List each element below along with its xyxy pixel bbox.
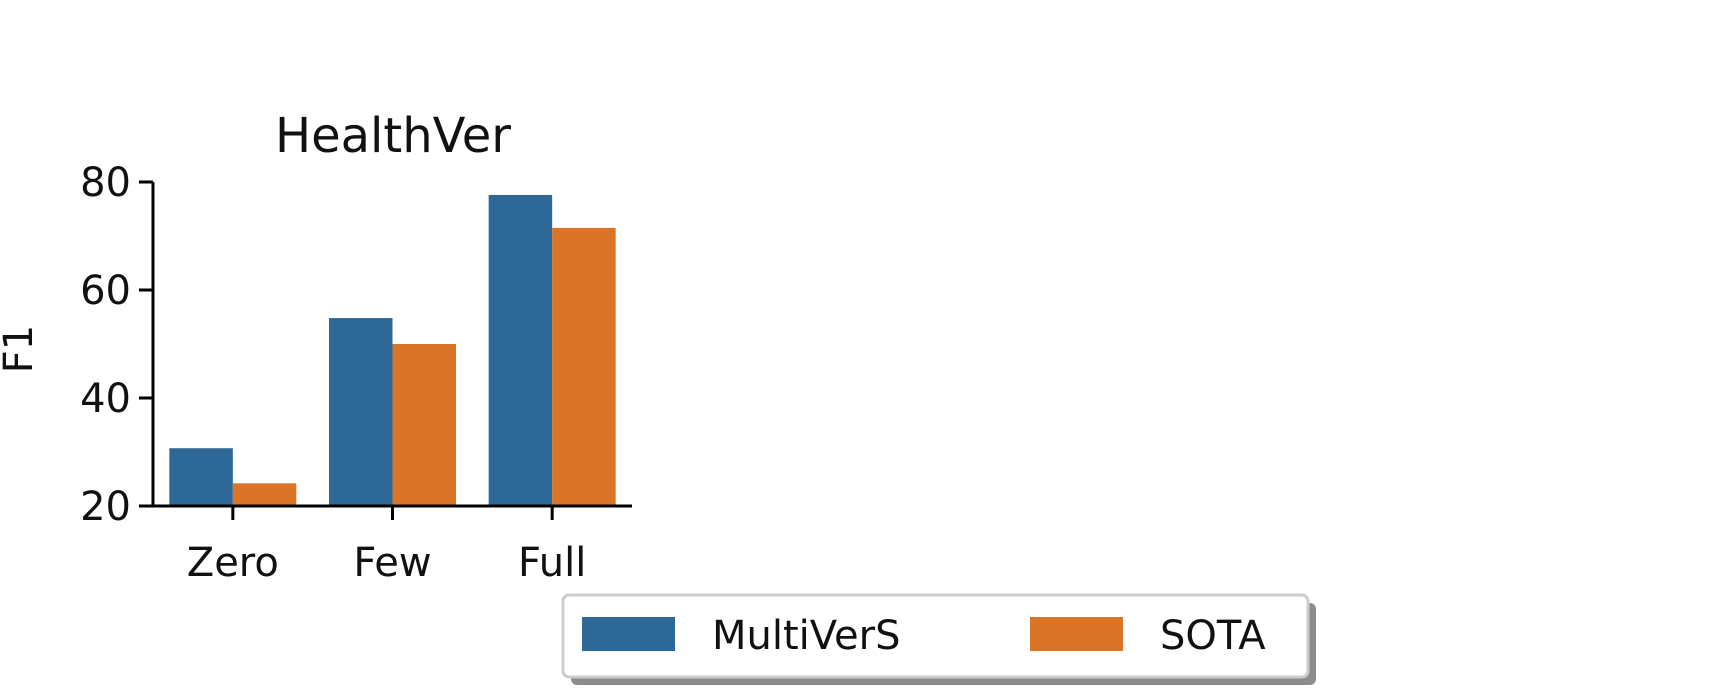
bar-sota-few	[392, 344, 456, 506]
y-tick-label-60: 60	[80, 268, 131, 314]
bar-multivers-few	[329, 318, 393, 506]
legend-label-sota: SOTA	[1160, 613, 1266, 659]
x-tick-label-zero: Zero	[187, 540, 279, 586]
x-tick-label-few: Few	[353, 540, 431, 586]
legend-box	[561, 593, 1310, 679]
y-axis-label: F1	[0, 325, 42, 373]
bar-sota-zero	[232, 483, 297, 506]
y-tick-label-80: 80	[80, 160, 131, 206]
bar-multivers-zero	[169, 448, 233, 506]
legend-swatch-multivers	[582, 617, 675, 651]
bars-group	[169, 194, 616, 506]
bar-multivers-full	[488, 194, 553, 506]
bar-sota-full	[552, 227, 616, 506]
axes-group: 20 40 60 80 Zero Few Full	[80, 160, 632, 586]
legend-label-multivers: MultiVerS	[712, 613, 900, 659]
y-tick-label-40: 40	[80, 376, 131, 422]
legend-swatch-sota	[1030, 617, 1123, 651]
y-tick-label-20: 20	[80, 484, 131, 530]
x-tick-label-full: Full	[518, 540, 586, 586]
chart-title: HealthVer	[275, 108, 511, 164]
legend: MultiVerS SOTA	[561, 593, 1316, 685]
